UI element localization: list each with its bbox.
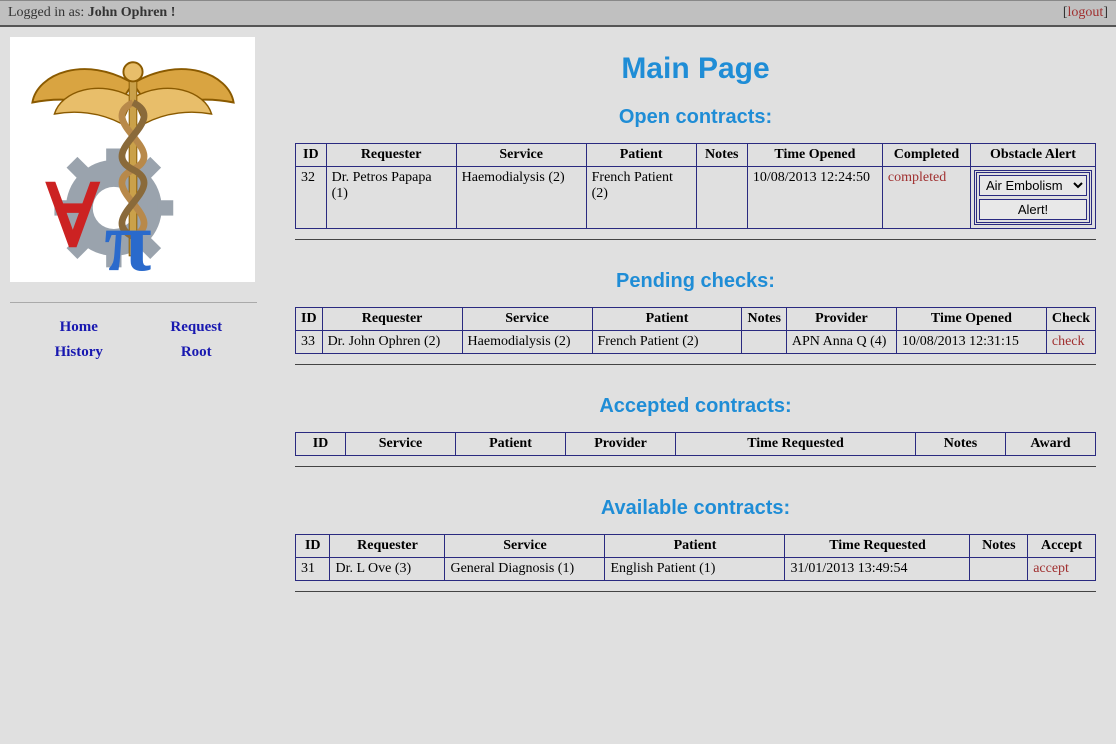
accepted-contracts-title: Accepted contracts: — [295, 395, 1096, 418]
username: John Ophren ! — [88, 5, 176, 20]
cell-patient: English Patient (1) — [605, 558, 785, 581]
open-contracts-table: ID Requester Service Patient Notes Time … — [295, 143, 1096, 229]
available-contracts-title: Available contracts: — [295, 497, 1096, 520]
logout-wrap: [logout] — [1063, 5, 1108, 21]
col-patient: Patient — [592, 308, 742, 331]
cell-id: 32 — [296, 167, 327, 229]
table-header-row: ID Requester Service Patient Notes Time … — [296, 144, 1096, 167]
accept-link[interactable]: accept — [1033, 561, 1069, 576]
col-obstacle: Obstacle Alert — [971, 144, 1096, 167]
col-time-opened: Time Opened — [747, 144, 882, 167]
col-completed: Completed — [882, 144, 970, 167]
divider — [295, 466, 1096, 467]
cell-time-opened: 10/08/2013 12:24:50 — [747, 167, 882, 229]
col-id: ID — [296, 308, 323, 331]
obstacle-form: Air Embolism Alert! — [974, 170, 1092, 225]
col-service: Service — [346, 433, 456, 456]
col-patient: Patient — [605, 535, 785, 558]
open-contracts-title: Open contracts: — [295, 106, 1096, 129]
topbar: Logged in as: John Ophren ! [logout] — [0, 0, 1116, 27]
col-time-req: Time Requested — [785, 535, 970, 558]
cell-patient: French Patient (2) — [586, 167, 696, 229]
cell-requester: Dr. L Ove (3) — [330, 558, 445, 581]
cell-provider: APN Anna Q (4) — [786, 331, 896, 354]
logo: ∀ π — [10, 37, 255, 282]
cell-requester: Dr. John Ophren (2) — [322, 331, 462, 354]
col-award: Award — [1006, 433, 1096, 456]
cell-time-opened: 10/08/2013 12:31:15 — [896, 331, 1046, 354]
col-notes: Notes — [742, 308, 786, 331]
col-requester: Requester — [322, 308, 462, 331]
nav-root[interactable]: Root — [138, 340, 256, 365]
svg-text:∀: ∀ — [44, 169, 100, 265]
obstacle-select[interactable]: Air Embolism — [979, 175, 1087, 196]
col-notes: Notes — [696, 144, 747, 167]
cell-notes — [970, 558, 1028, 581]
cell-notes — [742, 331, 786, 354]
col-notes: Notes — [916, 433, 1006, 456]
cell-id: 33 — [296, 331, 323, 354]
col-requester: Requester — [326, 144, 456, 167]
cell-check: check — [1046, 331, 1095, 354]
col-check: Check — [1046, 308, 1095, 331]
accepted-contracts-table: ID Service Patient Provider Time Request… — [295, 432, 1096, 456]
col-id: ID — [296, 535, 330, 558]
table-row: 32 Dr. Petros Papapa (1) Haemodialysis (… — [296, 167, 1096, 229]
alert-button[interactable]: Alert! — [979, 199, 1087, 220]
table-header-row: ID Requester Service Patient Notes Provi… — [296, 308, 1096, 331]
col-patient: Patient — [586, 144, 696, 167]
nav-request[interactable]: Request — [138, 315, 256, 340]
col-accept: Accept — [1028, 535, 1096, 558]
cell-service: General Diagnosis (1) — [445, 558, 605, 581]
col-id: ID — [296, 144, 327, 167]
nav: Home Request History Root — [10, 315, 265, 380]
col-service: Service — [462, 308, 592, 331]
divider — [295, 239, 1096, 240]
table-header-row: ID Requester Service Patient Time Reques… — [296, 535, 1096, 558]
divider — [295, 591, 1096, 592]
cell-time-req: 31/01/2013 13:49:54 — [785, 558, 970, 581]
nav-home[interactable]: Home — [20, 315, 138, 340]
svg-text:π: π — [104, 193, 151, 275]
table-row: 33 Dr. John Ophren (2) Haemodialysis (2)… — [296, 331, 1096, 354]
col-provider: Provider — [566, 433, 676, 456]
col-time-req: Time Requested — [676, 433, 916, 456]
completed-link[interactable]: completed — [888, 170, 946, 185]
page-title: Main Page — [295, 52, 1096, 86]
col-requester: Requester — [330, 535, 445, 558]
cell-obstacle: Air Embolism Alert! — [971, 167, 1096, 229]
nav-divider — [10, 302, 257, 303]
col-service: Service — [445, 535, 605, 558]
available-contracts-table: ID Requester Service Patient Time Reques… — [295, 534, 1096, 581]
logout-link[interactable]: logout — [1068, 5, 1104, 20]
col-id: ID — [296, 433, 346, 456]
cell-accept: accept — [1028, 558, 1096, 581]
main-content: Main Page Open contracts: ID Requester S… — [265, 27, 1116, 652]
sidebar: ∀ π Home Request History Root — [0, 27, 265, 652]
check-link[interactable]: check — [1052, 334, 1085, 349]
cell-completed: completed — [882, 167, 970, 229]
cell-notes — [696, 167, 747, 229]
table-header-row: ID Service Patient Provider Time Request… — [296, 433, 1096, 456]
col-notes: Notes — [970, 535, 1028, 558]
col-patient: Patient — [456, 433, 566, 456]
logged-in-label: Logged in as: John Ophren ! — [8, 5, 175, 21]
col-service: Service — [456, 144, 586, 167]
pending-checks-table: ID Requester Service Patient Notes Provi… — [295, 307, 1096, 354]
cell-requester: Dr. Petros Papapa (1) — [326, 167, 456, 229]
col-provider: Provider — [786, 308, 896, 331]
cell-service: Haemodialysis (2) — [456, 167, 586, 229]
col-time-opened: Time Opened — [896, 308, 1046, 331]
logged-in-prefix: Logged in as: — [8, 5, 88, 20]
nav-history[interactable]: History — [20, 340, 138, 365]
table-row: 31 Dr. L Ove (3) General Diagnosis (1) E… — [296, 558, 1096, 581]
cell-id: 31 — [296, 558, 330, 581]
divider — [295, 364, 1096, 365]
pending-checks-title: Pending checks: — [295, 270, 1096, 293]
cell-service: Haemodialysis (2) — [462, 331, 592, 354]
caduceus-gear-icon: ∀ π — [18, 45, 248, 275]
cell-patient: French Patient (2) — [592, 331, 742, 354]
